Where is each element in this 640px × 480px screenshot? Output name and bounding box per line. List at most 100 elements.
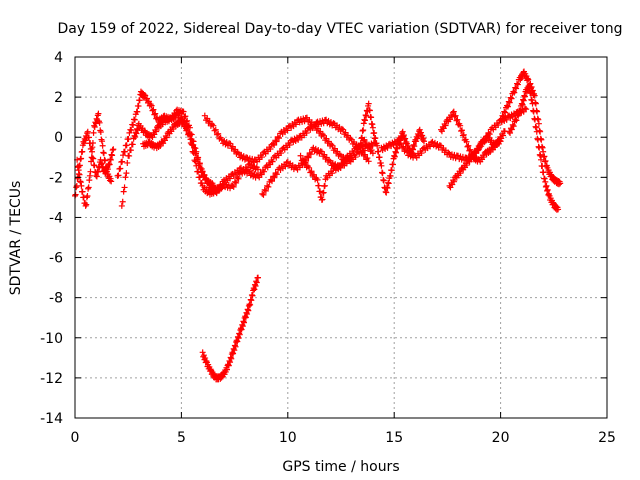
data-point	[260, 191, 267, 198]
data-point	[369, 150, 376, 157]
data-point	[196, 161, 203, 168]
data-point	[88, 158, 95, 165]
data-point	[235, 169, 242, 176]
data-point	[271, 142, 278, 149]
data-point	[148, 102, 155, 109]
data-point	[383, 189, 390, 196]
series-track-b	[74, 110, 115, 209]
data-point	[360, 152, 367, 159]
data-point	[382, 188, 389, 195]
data-point	[510, 88, 517, 95]
data-point	[540, 154, 547, 161]
data-point	[385, 180, 392, 187]
data-point	[88, 154, 95, 161]
data-point	[134, 125, 141, 132]
data-point	[100, 149, 107, 156]
data-point	[388, 167, 395, 174]
data-point	[517, 108, 524, 115]
data-point	[540, 148, 547, 155]
data-point	[534, 108, 541, 115]
data-point	[216, 186, 223, 193]
data-point	[73, 184, 80, 191]
data-point	[119, 158, 126, 165]
data-point	[417, 129, 424, 136]
data-point	[300, 156, 306, 163]
data-point	[523, 106, 530, 113]
data-point	[357, 142, 364, 149]
data-point	[303, 129, 310, 136]
data-point	[227, 175, 234, 182]
plot-frame	[74, 56, 608, 419]
data-point	[118, 202, 125, 209]
data-point	[391, 152, 398, 159]
data-point	[365, 144, 372, 151]
data-point	[135, 103, 142, 110]
data-point	[197, 164, 204, 171]
data-point	[377, 159, 384, 166]
data-point	[225, 362, 232, 369]
data-point	[495, 121, 502, 128]
data-point	[199, 349, 206, 356]
data-point	[503, 116, 510, 123]
data-point	[210, 182, 217, 189]
data-point	[117, 165, 124, 172]
data-point	[230, 350, 237, 357]
data-point	[312, 123, 319, 130]
data-point	[92, 120, 99, 127]
data-point	[151, 111, 158, 118]
data-point	[514, 80, 521, 87]
data-point	[89, 144, 96, 151]
data-point	[211, 127, 218, 134]
data-point	[536, 151, 543, 158]
data-point	[262, 187, 269, 194]
data-point	[231, 342, 238, 349]
data-point	[309, 172, 316, 179]
data-point	[284, 127, 291, 134]
data-point	[399, 144, 406, 151]
data-point	[198, 179, 205, 186]
data-point	[533, 124, 540, 131]
data-point	[271, 174, 278, 181]
y-tick-label: -14	[40, 411, 63, 427]
data-point	[553, 203, 560, 210]
data-point	[358, 135, 365, 142]
data-point	[235, 175, 242, 182]
data-point	[248, 297, 255, 304]
data-point	[136, 97, 143, 104]
data-point	[101, 156, 108, 163]
data-point	[124, 159, 131, 166]
data-point	[449, 109, 456, 116]
data-point	[267, 176, 274, 183]
data-point	[393, 149, 400, 156]
series-track-p	[199, 274, 262, 383]
data-point	[503, 102, 510, 109]
data-point	[199, 168, 206, 175]
data-point	[307, 169, 314, 176]
data-point	[380, 177, 387, 184]
data-point	[368, 147, 375, 154]
data-point	[459, 132, 466, 139]
data-point	[251, 286, 258, 293]
data-point	[76, 171, 83, 178]
data-point	[90, 129, 97, 136]
data-point	[272, 137, 279, 144]
data-point	[392, 148, 399, 155]
data-point	[84, 193, 91, 200]
data-point	[450, 108, 457, 115]
data-point	[282, 163, 289, 170]
data-point	[126, 152, 133, 159]
data-point	[93, 173, 100, 180]
data-point	[258, 154, 265, 161]
data-point	[445, 149, 452, 156]
data-point	[363, 112, 370, 119]
data-point	[180, 108, 187, 115]
data-point	[91, 123, 98, 130]
data-point	[389, 161, 396, 168]
data-point	[516, 107, 523, 114]
data-point	[500, 113, 507, 120]
series-track-n	[497, 68, 562, 213]
data-point	[362, 117, 369, 124]
data-point	[497, 138, 504, 145]
data-point	[319, 196, 326, 203]
data-point	[545, 191, 552, 198]
